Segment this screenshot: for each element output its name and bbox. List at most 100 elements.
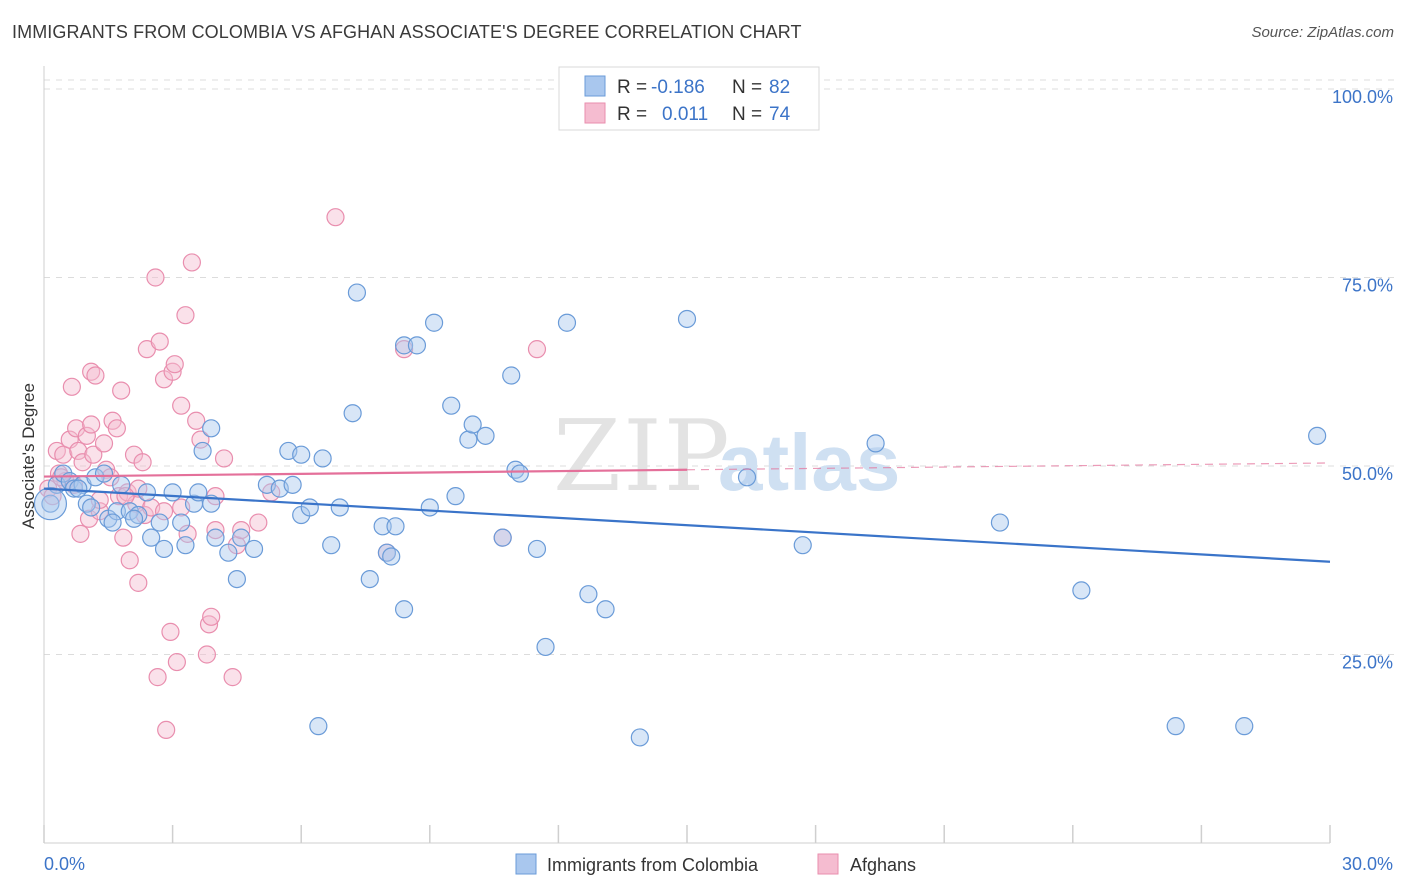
colombia-point-43 [360,569,379,589]
legend-r-value-2: 0.011 [662,104,708,125]
colombia-point-37 [309,717,328,736]
colombia-point-74 [1308,426,1327,445]
afghans-point-4 [54,445,73,464]
afghans-point-38 [150,332,169,351]
colombia-point-24 [193,441,212,461]
colombia-point-46 [386,517,405,536]
afghans-point-19 [94,434,114,453]
afghans-point-58 [232,520,251,540]
colombia-point-18 [154,539,174,559]
y-tick-label-0: 25.0% [1342,653,1393,673]
afghans-point-28 [120,551,139,570]
colombia-point-19 [163,483,182,502]
afghans-point-26 [114,528,133,547]
grid-lines [44,79,1395,655]
axes [43,66,1331,844]
afghans-point-23 [107,419,126,438]
colombia-point-80 [69,479,88,498]
legend-swatch-afghans [584,102,606,124]
afghans-point-7 [62,377,81,396]
colombia-point-54 [463,415,482,434]
afghans-point-17 [86,366,105,385]
legend-n-value-2: 74 [769,104,791,125]
bottom-legend-colombia: Immigrants from Colombia [547,855,759,875]
colombia-point-57 [502,366,521,385]
colombia-point-60 [527,539,547,559]
legend-r-value-1: -0.186 [651,77,705,98]
legend-r-label-1: R = [617,77,647,98]
colombia-point-76 [292,445,311,464]
colombia-point-56 [493,528,512,547]
y-axis-label: Associate's Degree [19,383,38,529]
afghans-point-31 [129,573,148,592]
colombia-point-21 [176,536,195,555]
colombia-point-20 [172,513,191,532]
bottom-legend-swatch-afghans [817,853,839,875]
afghans-point-51 [197,645,216,664]
chart-source: Source: ZipAtlas.com [1251,24,1394,41]
colombia-point-69 [866,434,885,453]
colombia-point-75 [103,513,122,532]
colombia-point-49 [420,498,439,517]
legend-r-label-2: R = [617,104,647,125]
afghans-point-56 [223,668,242,687]
afghans-point-72 [154,502,174,521]
legend-n-label-1: N = [732,77,762,98]
stats-legend: R = -0.186 N = 82 R = 0.011 N = 74 [558,66,820,131]
colombia-point-28 [227,569,246,589]
afghans-point-12 [77,426,96,445]
watermark-atlas: atlas [718,418,900,507]
afghans-point-42 [163,362,182,381]
colombia-point-64 [596,600,615,619]
colombia-point-29 [232,528,251,547]
y-tick-labels: 25.0% 50.0% 75.0% 100.0% [1332,87,1393,673]
colombia-point-26 [206,528,225,547]
bottom-legend-swatch-colombia [515,853,537,875]
trend-line-colombia [43,487,1331,563]
colombia-point-42 [347,283,367,302]
colombia-point-11 [107,502,126,521]
bottom-legend-afghans: Afghans [850,855,916,875]
colombia-point-27 [219,543,238,562]
watermark: ZIP atlas [553,400,900,514]
afghans-point-32 [133,453,152,472]
afghans-point-8 [67,419,86,438]
colombia-point-36 [300,498,319,517]
legend-n-value-1: 82 [769,77,790,98]
y-tick-label-2: 75.0% [1342,276,1393,296]
colombia-point-16 [142,528,161,547]
chart-title: IMMIGRANTS FROM COLOMBIA VS AFGHAN ASSOC… [12,22,802,42]
afghans-point-55 [214,449,234,468]
afghans-point-25 [112,381,131,400]
colombia-point-39 [322,536,341,555]
legend-swatch-colombia [584,75,606,97]
colombia-point-67 [737,468,757,487]
afghans-point-14 [82,415,101,434]
colombia-point-66 [677,309,697,329]
colombia-point-8 [86,468,105,487]
colombia-point-7 [82,498,101,517]
colombia-point-9 [94,464,114,483]
colombia-point-50 [424,313,444,332]
colombia-point-40 [330,498,349,517]
afghans-point-41 [161,622,180,641]
colombia-point-12 [112,475,131,494]
colombia-point-large [33,487,68,521]
afghans-point-33 [135,505,154,525]
afghans-point-15 [84,445,103,464]
legend-n-label-2: N = [732,104,762,125]
colombia-point-25 [202,419,221,438]
colombia-point-73 [1235,717,1254,736]
colombia-point-51 [442,396,461,415]
y-tick-label-1: 50.0% [1342,464,1393,484]
watermark-zip: ZIP [553,400,732,514]
colombia-point-44 [373,517,392,536]
colombia-point-70 [990,513,1010,532]
colombia-point-68 [793,536,812,555]
trend-line-afghans [43,468,688,478]
afghans-point-37 [148,668,167,687]
afghans-point-9 [69,441,88,461]
afghans-point-65 [527,340,547,359]
colombia-point-79 [382,547,401,566]
